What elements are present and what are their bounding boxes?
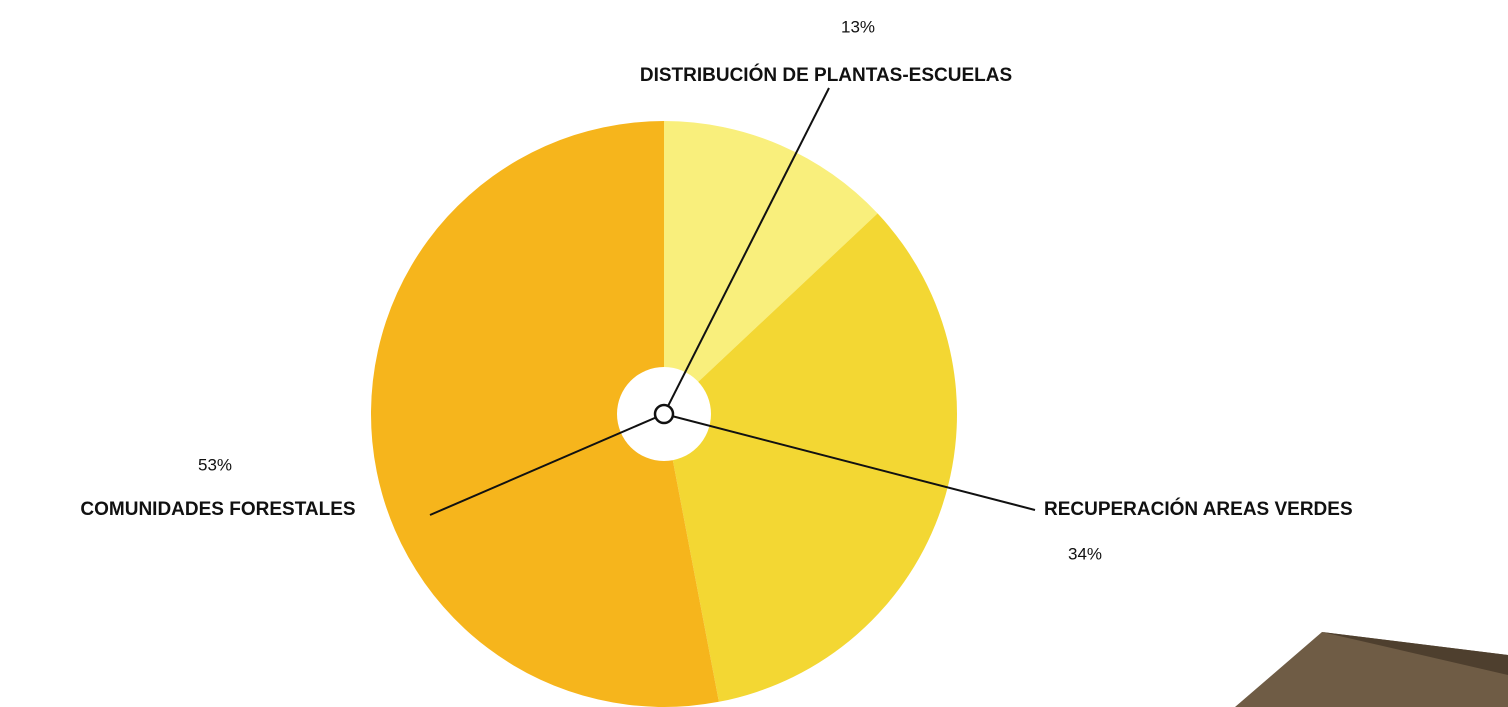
pie-slice xyxy=(664,213,957,702)
leader-line xyxy=(663,87,830,415)
category-label: DISTRIBUCIÓN DE PLANTAS-ESCUELAS xyxy=(640,64,1012,86)
decorative-shape-shadow xyxy=(1322,632,1508,675)
category-label: COMUNIDADES FORESTALES xyxy=(80,499,355,520)
category-label: RECUPERACIÓN AREAS VERDES xyxy=(1044,498,1353,520)
leader-line xyxy=(429,413,665,516)
labels: DISTRIBUCIÓN DE PLANTAS-ESCUELAS 13% RECUP… xyxy=(80,17,1352,563)
pie-slice xyxy=(664,121,878,414)
value-label: 53% xyxy=(198,455,232,474)
pie-slice xyxy=(371,121,719,707)
center-dot xyxy=(653,403,675,425)
leader-line xyxy=(663,413,1036,511)
value-label: 13% xyxy=(841,17,875,36)
value-label: 34% xyxy=(1068,544,1102,563)
pie xyxy=(371,121,957,707)
